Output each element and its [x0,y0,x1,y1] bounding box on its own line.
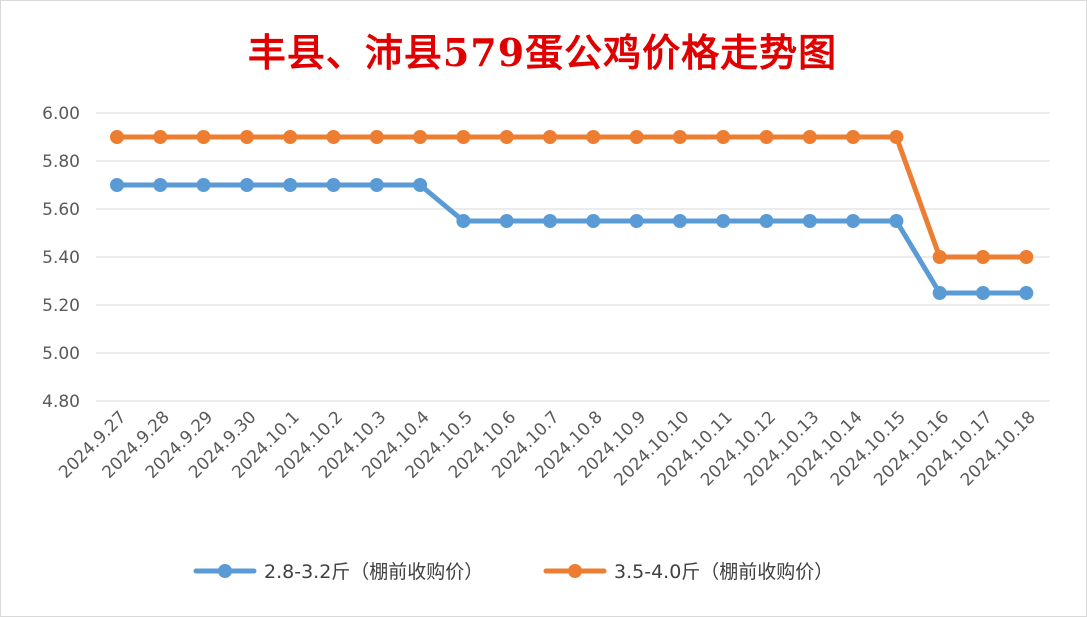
data-point [239,130,254,144]
data-point [1019,286,1034,300]
data-point [1019,250,1034,264]
data-point [283,130,298,144]
data-point [932,250,947,264]
data-point [153,178,168,192]
x-axis-ticks: 2024.9.272024.9.282024.9.292024.9.302024… [55,407,1040,490]
legend-swatch-marker [568,564,582,578]
y-tick-label: 5.80 [42,152,80,172]
legend-label: 2.8-3.2斤（棚前收购价） [264,561,483,583]
y-tick-label: 4.80 [42,392,80,412]
data-point [932,286,947,300]
y-tick-label: 5.00 [42,344,80,364]
data-point [759,130,774,144]
data-point [672,130,687,144]
series-1 [110,178,1034,300]
data-point [413,130,428,144]
data-point [759,214,774,228]
data-point [716,130,731,144]
data-point [110,178,124,192]
legend-swatch-marker [218,564,232,578]
data-point [586,130,601,144]
legend: 2.8-3.2斤（棚前收购价） 3.5-4.0斤（棚前收购价） [193,561,833,583]
data-point [239,178,254,192]
series-line [114,182,1029,296]
data-point [846,214,861,228]
legend-label: 3.5-4.0斤（棚前收购价） [614,561,833,583]
data-point [672,214,687,228]
data-point [283,178,298,192]
data-point [499,214,514,228]
series-line [114,134,1029,260]
data-point [326,130,341,144]
data-point [586,214,601,228]
data-point [846,130,861,144]
y-axis-ticks: 6.00 5.80 5.60 5.40 5.20 5.00 4.80 [42,104,80,412]
data-point [110,130,124,144]
data-point [196,178,211,192]
data-point [802,214,817,228]
y-tick-label: 5.20 [42,296,80,316]
data-point [629,130,644,144]
series-group [110,130,1034,300]
data-point [153,130,168,144]
data-point [369,130,384,144]
y-tick-label: 6.00 [42,104,80,124]
data-point [543,130,557,144]
data-point [976,250,990,264]
data-point [326,178,341,192]
data-point [456,130,471,144]
data-point [889,214,904,228]
grid-lines [96,112,1050,402]
data-point [716,214,731,228]
data-point [196,130,211,144]
data-point [543,214,557,228]
data-point [499,130,514,144]
data-point [802,130,817,144]
data-point [629,214,644,228]
data-point [976,286,990,300]
legend-item-2[interactable]: 3.5-4.0斤（棚前收购价） [543,561,833,583]
data-point [413,178,428,192]
legend-item-1[interactable]: 2.8-3.2斤（棚前收购价） [193,561,483,583]
series-2 [110,130,1034,264]
chart-title: 丰县、沛县579蛋公鸡价格走势图 [247,30,838,75]
data-point [889,130,904,144]
data-point [369,178,384,192]
data-point [456,214,471,228]
y-tick-label: 5.60 [42,200,80,220]
y-tick-label: 5.40 [42,248,80,268]
